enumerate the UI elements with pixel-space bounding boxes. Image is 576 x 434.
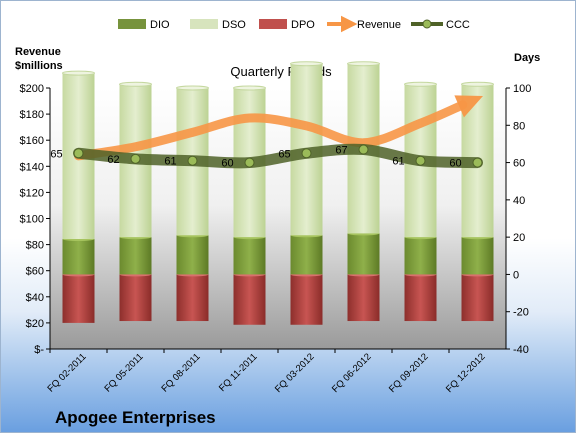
right-axis-tick-label: 40 xyxy=(513,195,525,207)
right-axis-tick-label: 0 xyxy=(513,269,519,281)
x-axis-category-label: FQ 08-2011 xyxy=(159,351,202,394)
dio-bar xyxy=(290,235,323,275)
dpo-bar xyxy=(290,274,323,325)
legend-label-dpo: DPO xyxy=(291,19,315,31)
left-axis-tick-label: $120 xyxy=(20,187,44,199)
legend-label-dso: DSO xyxy=(222,19,246,31)
ccc-data-label: 60 xyxy=(449,158,461,170)
left-axis-tick-label: $160 xyxy=(20,135,44,147)
dso-bar-cap xyxy=(62,70,95,76)
x-axis-category-label: FQ 03-2012 xyxy=(273,351,317,395)
right-axis-tick-label: 100 xyxy=(513,83,531,95)
dio-bar xyxy=(347,233,380,275)
dso-bar-cap xyxy=(176,85,209,91)
x-axis-category-label: FQ 09-2012 xyxy=(387,351,431,395)
ccc-point xyxy=(472,157,483,168)
x-axis-category-label: FQ 05-2011 xyxy=(102,351,145,394)
dso-bar-cap xyxy=(119,81,152,87)
ccc-point xyxy=(301,148,312,159)
ccc-point xyxy=(187,155,198,166)
legend: DIO DSO DPO Revenue CCC xyxy=(118,15,470,33)
left-axis-tick-label: $60 xyxy=(26,266,44,278)
revenue-line xyxy=(74,100,468,161)
dio-bar xyxy=(233,237,266,275)
ccc-point xyxy=(415,155,426,166)
ccc-data-label: 61 xyxy=(164,156,176,168)
ccc-data-label: 67 xyxy=(335,145,347,157)
legend-swatch-revenue xyxy=(327,15,358,33)
dio-bar xyxy=(404,237,437,275)
left-axis-tick-label: $180 xyxy=(20,109,44,121)
left-axis-tick-label: $20 xyxy=(26,318,44,330)
left-axis-tick-label: $140 xyxy=(20,161,44,173)
ccc-data-label: 65 xyxy=(50,148,62,160)
dio-bar xyxy=(119,237,152,275)
right-axis-title: Days xyxy=(514,52,540,64)
ccc-data-label: 60 xyxy=(221,158,233,170)
dpo-bar xyxy=(347,274,380,322)
ccc-data-label: 65 xyxy=(278,148,290,160)
right-axis-tick-label: 60 xyxy=(513,158,525,170)
legend-swatch-dpo xyxy=(259,19,287,29)
dio-bar xyxy=(176,235,209,275)
company-name: Apogee Enterprises xyxy=(55,408,216,427)
right-axis-tick-label: -40 xyxy=(513,344,529,356)
ccc-data-label: 62 xyxy=(107,154,119,166)
left-axis-tick-label: $- xyxy=(34,344,44,356)
x-axis-category-label: FQ 06-2012 xyxy=(330,351,374,395)
revenue-arrowhead xyxy=(454,95,484,118)
ccc-point xyxy=(244,157,255,168)
dio-bar xyxy=(461,237,494,275)
dso-bar-cap xyxy=(290,61,323,67)
right-axis-tick-label: -20 xyxy=(513,307,529,319)
ccc-point xyxy=(130,153,141,164)
left-axis-title-line2: $millions xyxy=(15,60,63,72)
left-axis-tick-label: $80 xyxy=(26,240,44,252)
ccc-point xyxy=(358,144,369,155)
lines-layer: 65 62 61 60 65 67 61 60 xyxy=(50,95,484,170)
left-axis-title-line1: Revenue xyxy=(15,46,61,58)
left-axis-tick-label: $40 xyxy=(26,292,44,304)
dso-bar-cap xyxy=(347,61,380,67)
legend-swatch-dso xyxy=(190,19,218,29)
x-axis-category-label: FQ 12-2012 xyxy=(444,351,488,395)
legend-swatch-dio xyxy=(118,19,146,29)
x-axis-category-label: FQ 02-2011 xyxy=(45,351,88,394)
dpo-bar xyxy=(233,274,266,325)
dpo-bar xyxy=(119,274,152,322)
dso-bar-cap xyxy=(404,81,437,87)
dso-bar-cap xyxy=(461,81,494,87)
x-axis-category-label: FQ 11-2011 xyxy=(217,351,260,394)
right-axis-tick-label: 80 xyxy=(513,120,525,132)
dso-bar-cap xyxy=(233,85,266,91)
dpo-bar xyxy=(461,274,494,322)
right-axis-tick-label: 20 xyxy=(513,232,525,244)
legend-marker-ccc xyxy=(422,19,432,29)
dpo-bar xyxy=(62,274,95,323)
dpo-bar xyxy=(404,274,437,322)
plot-area xyxy=(50,88,506,349)
left-axis-tick-label: $100 xyxy=(20,214,44,226)
left-axis-tick-label: $200 xyxy=(20,83,44,95)
dio-bar xyxy=(62,239,95,275)
legend-label-dio: DIO xyxy=(150,19,170,31)
legend-label-revenue: Revenue xyxy=(357,19,401,31)
ccc-point xyxy=(73,148,84,159)
dpo-bar xyxy=(176,274,209,322)
legend-label-ccc: CCC xyxy=(446,19,470,31)
ccc-data-label: 61 xyxy=(392,156,404,168)
